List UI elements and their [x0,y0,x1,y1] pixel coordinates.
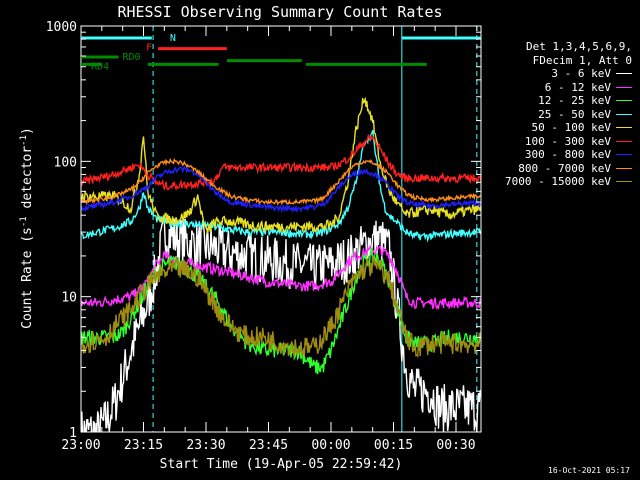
y-tick-label: 100 [54,155,77,170]
y-label-part-2: detector [20,146,35,217]
x-tick-label: 00:30 [436,438,475,453]
legend-swatch [616,100,632,102]
legend-swatch [616,86,632,88]
legend-label: 50 - 100 keV [531,121,611,134]
y-tick-label: 10 [61,291,77,306]
legend-label: 800 - 7000 keV [518,161,611,175]
y-axis-ticks: 1 10 100 1000 [46,20,481,441]
y-label-part-3: ) [20,127,35,135]
y-axis-label: Count Rate (s-1 detector-1) [19,127,35,329]
series-line-3 [81,130,481,243]
legend-item: 3 - 6 keV [486,67,632,81]
series-line-6 [81,165,481,214]
x-tick-label: 23:45 [249,438,288,453]
y-label-part-1: Count Rate (s [20,227,35,329]
x-tick-label: 23:00 [61,438,100,453]
x-tick-label: 00:15 [374,438,413,453]
legend-item: 800 - 7000 keV [486,162,632,176]
flag-label-rd4: RD4 [91,61,109,72]
x-tick-label: 23:15 [124,438,163,453]
legend-item: 25 - 50 keV [486,108,632,122]
y-tick-label: 1 [69,426,77,441]
plot-frame [80,25,482,433]
x-axis-label: Start Time (19-Apr-05 22:59:42) [160,457,403,472]
legend-item: 12 - 25 keV [486,94,632,108]
legend-item: 100 - 300 keV [486,135,632,149]
x-tick-label: 23:30 [186,438,225,453]
legend-label: 100 - 300 keV [524,134,611,148]
legend-label: 3 - 6 keV [551,67,611,80]
legend-label: 300 - 800 keV [524,148,611,161]
series-line-1 [81,244,481,311]
y-tick-label: 1000 [46,20,77,35]
flag-bars: N F RD0 RD4 [81,33,481,72]
series-line-5 [81,133,481,192]
y-label-exponent-2: -1 [19,135,29,146]
legend-label: 25 - 50 keV [538,107,611,121]
flag-label-f: F [146,43,152,54]
legend-swatch [616,154,632,156]
legend-swatch [616,167,632,169]
legend-items: 3 - 6 keV 6 - 12 keV 12 - 25 keV 25 - 50 ke… [486,67,632,189]
y-label-exponent-1: -1 [19,216,29,227]
chart-title: RHESSI Observing Summary Count Rates [117,3,442,21]
series-line-8 [81,254,481,358]
legend-item: 7000 - 15000 keV [486,175,632,189]
x-axis-ticks: 23:00 23:15 23:30 23:45 00:00 00:15 00:30 [61,26,478,453]
legend-header-line-1: Det 1,3,4,5,6,9, [526,40,632,53]
legend-item: 6 - 12 keV [486,81,632,95]
legend-swatch [616,181,632,183]
legend-label: 6 - 12 keV [544,80,611,94]
legend: Det 1,3,4,5,6,9, FDecim 1, Att 0 3 - 6 k… [486,40,632,189]
legend-swatch [616,73,632,75]
flag-label-n: N [170,33,176,44]
legend-header-line-2: FDecim 1, Att 0 [532,53,632,67]
generated-timestamp: 16-Oct-2021 05:17 [548,466,630,475]
legend-swatch [616,127,632,129]
legend-swatch [616,140,632,142]
flag-label-rd0: RD0 [123,52,141,63]
x-tick-label: 00:00 [311,438,350,453]
legend-label: 7000 - 15000 keV [505,175,611,188]
legend-item: 50 - 100 keV [486,121,632,135]
series-line-7 [81,157,481,206]
legend-item: 300 - 800 keV [486,148,632,162]
legend-label: 12 - 25 keV [538,94,611,107]
plot-area [81,26,481,432]
legend-swatch [616,113,632,115]
series-line-4 [81,96,481,234]
series-line-0 [81,216,481,432]
